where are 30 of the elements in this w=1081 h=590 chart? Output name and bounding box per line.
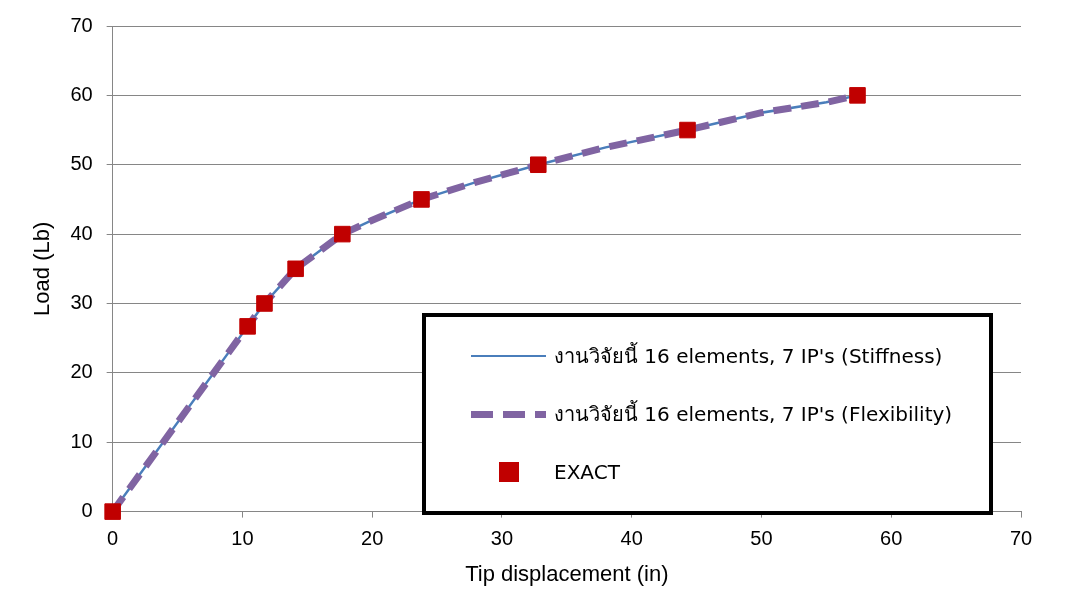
point (679, 121, 696, 139)
point (413, 191, 430, 208)
point (334, 225, 351, 243)
y-tick-label: 0 (81, 499, 93, 522)
point (239, 318, 256, 335)
x-tick-label: 10 (231, 527, 254, 550)
point (104, 503, 121, 520)
point (287, 260, 304, 278)
x-tick-label: 20 (361, 527, 384, 550)
legend-label: EXACT (554, 460, 620, 484)
legend-label: งานวิจัยนี้ 16 elements, 7 IP's (Stiffness) (554, 341, 943, 370)
legend-label: งานวิจัยนี้ 16 elements, 7 IP's (Flexibility) (554, 399, 953, 428)
y-tick-label: 40 (70, 221, 93, 244)
x-tick-label: 60 (880, 527, 903, 550)
point (530, 156, 547, 174)
y-tick-label: 70 (70, 13, 93, 36)
y-tick-label: 20 (70, 360, 93, 383)
y-tick-label: 10 (70, 429, 93, 452)
y-tick-label: 30 (70, 291, 93, 313)
x-tick-label: 70 (1009, 527, 1033, 550)
point (849, 87, 866, 104)
x-tick-label: 0 (107, 527, 119, 550)
x-tick-label: 40 (620, 527, 643, 550)
x-tick-label: 50 (750, 527, 773, 550)
y-tick-label: 60 (70, 82, 93, 105)
x-tick-label: 30 (490, 527, 514, 550)
y-axis-title: Load (Lb) (29, 221, 55, 316)
point (256, 295, 273, 312)
y-tick-label: 50 (70, 152, 93, 175)
x-axis-title: Tip displacement (in) (465, 560, 669, 586)
